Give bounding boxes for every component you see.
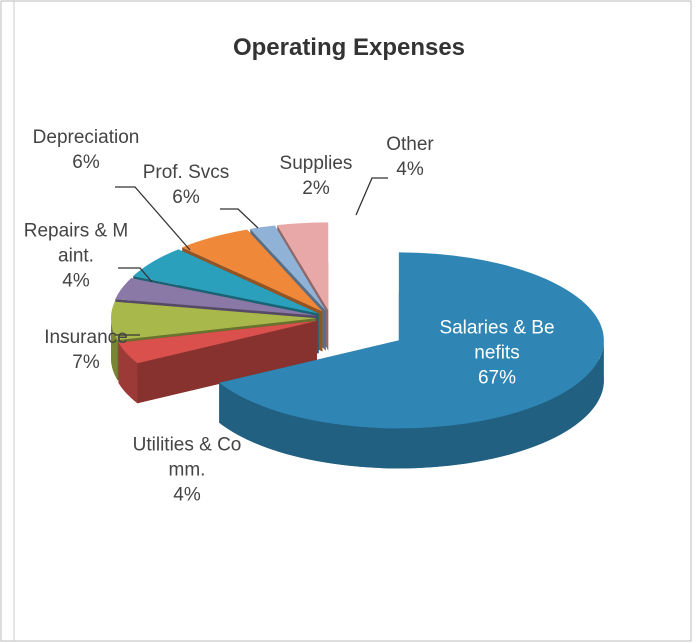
- slice-category-label: Other: [386, 134, 434, 155]
- leader-line: [355, 177, 388, 216]
- slice-wall: [219, 340, 604, 469]
- slice-value-label: 6%: [172, 187, 200, 208]
- slice-label: Other 4%: [370, 132, 450, 182]
- slice: [250, 225, 326, 311]
- pie: [111, 222, 604, 469]
- slice: [277, 222, 329, 311]
- slice-value-label: 6%: [72, 152, 100, 173]
- slice-value-label: 4%: [396, 159, 424, 180]
- leader-line: [220, 208, 259, 229]
- slice-label: Insurance 7%: [31, 325, 141, 375]
- slice-label: Repairs & Maint. 4%: [21, 219, 131, 294]
- slice-label: Depreciation 6%: [32, 125, 140, 175]
- slice: [219, 252, 604, 429]
- slice: [111, 301, 317, 341]
- slice: [118, 320, 317, 364]
- slice-label: Utilities & Comm. 4%: [127, 433, 247, 508]
- slice-category-label: Utilities & Comm.: [132, 434, 242, 481]
- slice-category-label: Depreciation: [32, 127, 140, 148]
- leader-line: [115, 186, 191, 251]
- slice-wall: [111, 318, 118, 381]
- slice: [115, 278, 317, 316]
- leader-lines: [115, 177, 388, 336]
- slice: [133, 249, 319, 314]
- slice-label: Supplies 2%: [266, 151, 366, 201]
- slice-value-label: 67%: [477, 367, 517, 389]
- slice-side: [118, 320, 317, 383]
- slice-category-label: Insurance: [44, 327, 128, 348]
- slice: [182, 229, 323, 312]
- slice-label: Salaries & Benefits 67%: [437, 316, 557, 391]
- slice-category-label: Repairs & Maint.: [23, 220, 129, 267]
- slice-category-label: Prof. Svcs: [142, 162, 230, 183]
- slice-value-label: 4%: [173, 484, 201, 506]
- slice-value-label: 7%: [72, 352, 100, 373]
- slice-value-label: 2%: [302, 178, 330, 199]
- leader-line: [118, 267, 153, 283]
- slice-category-label: Supplies: [279, 153, 353, 174]
- slice-label: Prof. Svcs 6%: [131, 160, 241, 210]
- slice-value-label: 4%: [62, 270, 90, 292]
- chart-title: Operating Expenses: [232, 34, 466, 61]
- slice-category-label: Salaries & Benefits: [439, 317, 555, 364]
- slice-wall: [118, 342, 138, 404]
